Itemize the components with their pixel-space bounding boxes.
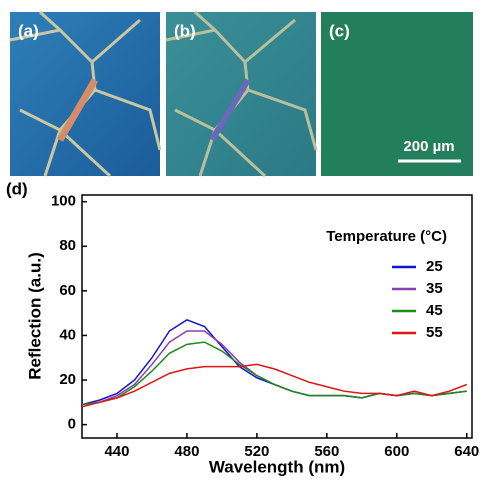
x-tick-label: 440 xyxy=(104,443,129,460)
panel-label: (b) xyxy=(174,21,196,40)
y-tick-label: 100 xyxy=(51,193,76,210)
legend-label: 25 xyxy=(426,258,443,275)
micrograph-c xyxy=(321,12,473,176)
legend-label: 35 xyxy=(426,280,443,297)
plot-frame xyxy=(81,194,473,439)
series-line xyxy=(81,363,468,408)
legend-title: Temperature (°C) xyxy=(326,228,447,245)
x-tick-label: 640 xyxy=(454,443,479,460)
y-tick-label: 40 xyxy=(59,326,76,343)
x-tick-label: 560 xyxy=(314,443,339,460)
panel-label: (c) xyxy=(329,21,350,40)
y-tick-label: 60 xyxy=(59,282,76,299)
x-tick-label: 520 xyxy=(244,443,269,460)
micrograph-b xyxy=(165,10,318,178)
x-axis-label: Wavelength (nm) xyxy=(209,457,345,476)
panel-label: (d) xyxy=(6,179,28,198)
panel-label: (a) xyxy=(18,21,39,40)
micrograph-a xyxy=(9,10,162,178)
y-tick-label: 20 xyxy=(59,371,76,388)
legend-label: 45 xyxy=(426,302,443,319)
legend-label: 55 xyxy=(426,324,443,341)
y-axis-label: Reflection (a.u.) xyxy=(25,252,44,380)
scale-bar-label: 200 µm xyxy=(403,138,454,155)
x-tick-label: 480 xyxy=(174,443,199,460)
x-tick-label: 600 xyxy=(384,443,409,460)
y-tick-label: 0 xyxy=(68,416,76,433)
y-tick-label: 80 xyxy=(59,237,76,254)
